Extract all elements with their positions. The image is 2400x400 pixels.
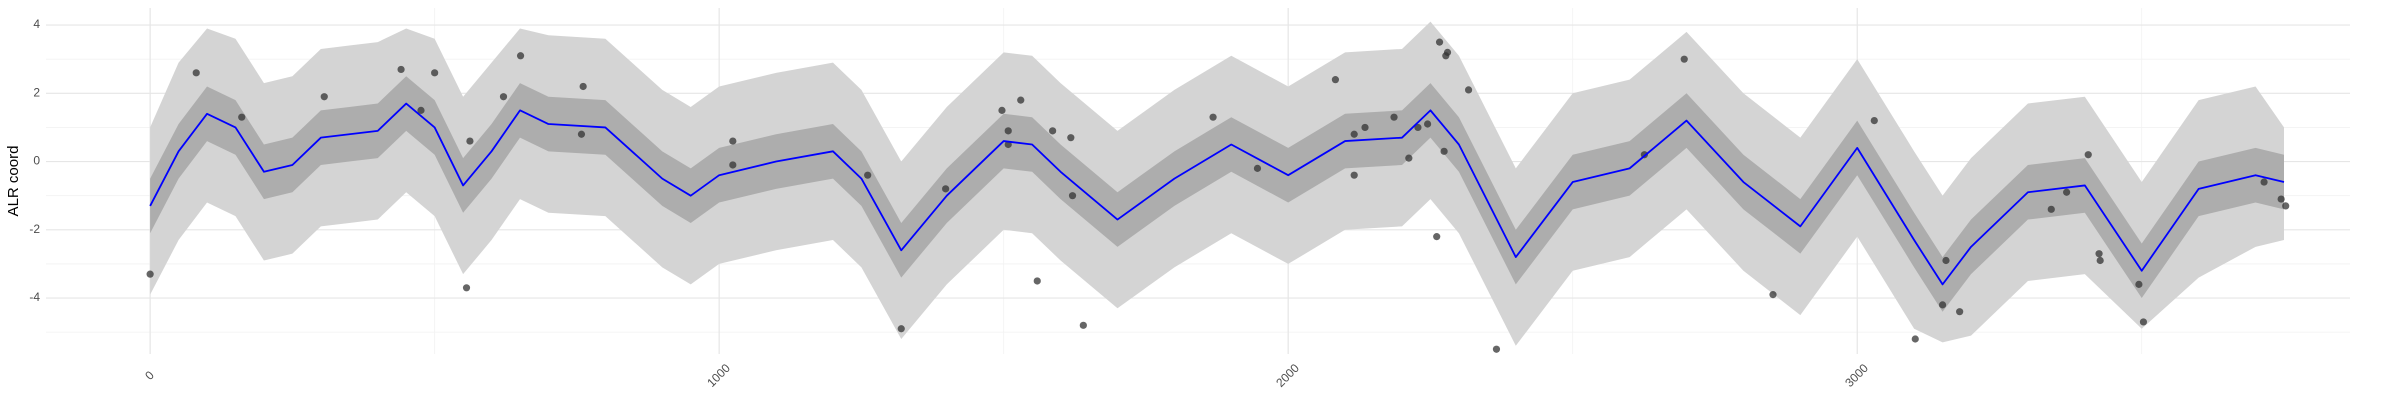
data-point [1769, 291, 1777, 299]
data-point [1414, 123, 1422, 132]
data-point [466, 137, 474, 145]
data-point [1350, 130, 1358, 138]
y-tick-label: 2 [33, 85, 40, 99]
data-point [1443, 48, 1452, 56]
x-tick-label: 1000 [704, 361, 733, 390]
data-point [897, 325, 905, 333]
data-point [577, 130, 586, 138]
mean-line [149, 102, 2285, 286]
data-point [2277, 195, 2285, 203]
data-point [579, 82, 587, 91]
data-point [1433, 233, 1441, 241]
data-point [1390, 113, 1398, 121]
data-point [1350, 171, 1358, 179]
data-point [516, 52, 525, 60]
data-point [1680, 55, 1688, 63]
confidence-band [150, 21, 2284, 346]
data-point [1017, 96, 1025, 104]
data-point [1405, 154, 1413, 162]
data-point [2095, 250, 2103, 258]
data-point [2282, 202, 2290, 210]
data-point [2063, 188, 2071, 196]
data-point [1492, 345, 1501, 353]
data-point [1870, 117, 1878, 125]
data-point [1911, 335, 1919, 343]
data-point [2135, 280, 2143, 288]
data-point [192, 69, 200, 77]
data-point [1464, 86, 1473, 94]
data-point [1956, 308, 1964, 316]
data-point [942, 185, 950, 193]
data-point [1942, 256, 1950, 265]
data-point [729, 137, 737, 145]
x-tick-label: 3000 [1842, 361, 1871, 390]
data-point [1938, 301, 1947, 309]
y-axis-title: ALR coord [5, 146, 22, 217]
data-point [729, 161, 737, 169]
y-tick-label: -2 [29, 222, 40, 236]
data-point [1424, 120, 1432, 128]
data-point [998, 106, 1006, 114]
data-point [397, 65, 405, 74]
data-point [238, 113, 246, 121]
data-point [2047, 205, 2055, 213]
y-tick-label: -4 [29, 290, 40, 304]
data-point [864, 171, 872, 179]
data-point [1068, 192, 1077, 200]
data-point [2084, 151, 2092, 159]
data-point [1209, 113, 1217, 121]
data-point [1079, 321, 1087, 329]
y-tick-label: 4 [33, 17, 40, 31]
x-tick-label: 2000 [1273, 361, 1302, 390]
data-point [1361, 123, 1369, 132]
data-point [1004, 127, 1012, 135]
data-point [1049, 127, 1057, 135]
x-tick-label: 0 [142, 368, 157, 383]
data-point [1253, 164, 1262, 172]
data-point [1033, 277, 1041, 285]
y-tick-label: 0 [33, 154, 40, 168]
data-point [431, 69, 439, 77]
data-point [1067, 134, 1075, 142]
data-point [146, 270, 154, 278]
data-point [462, 284, 471, 292]
data-point [1331, 76, 1340, 84]
data-point [320, 93, 328, 101]
data-point [2139, 318, 2148, 326]
data-point [499, 93, 508, 101]
data-point [2260, 178, 2268, 186]
data-point [2096, 256, 2104, 265]
data-point [417, 106, 425, 114]
data-point [1440, 147, 1448, 155]
data-point [1435, 38, 1444, 46]
